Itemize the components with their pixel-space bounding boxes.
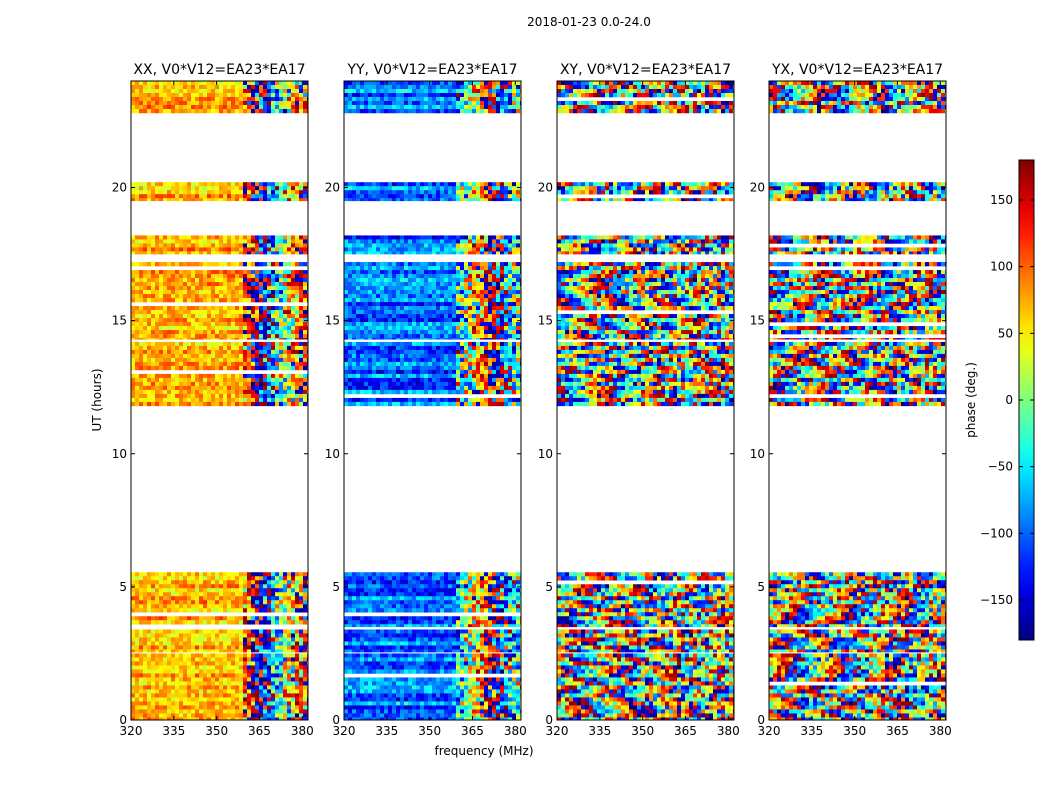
- x-tick-label: 365: [674, 724, 697, 738]
- x-axis-label: frequency (MHz): [434, 744, 533, 758]
- x-tick-label: 320: [758, 724, 781, 738]
- panel-frame: [768, 80, 947, 721]
- heatmap-cells: [344, 81, 521, 720]
- x-tick-label: 335: [375, 724, 398, 738]
- y-tick-label: 20: [325, 181, 340, 195]
- panel-title: XY, V0*V12=EA23*EA17: [560, 62, 731, 78]
- x-tick-label: 350: [631, 724, 654, 738]
- y-tick-label: 15: [112, 314, 127, 328]
- heatmap-cells: [131, 81, 308, 720]
- y-tick-label: 15: [325, 314, 340, 328]
- y-tick-label: 5: [332, 580, 340, 594]
- panel-frame: [556, 80, 735, 721]
- panel-1: XX, V0*V12=EA23*EA17 320 335 350 365 380 0 5 10 1…: [112, 62, 314, 738]
- x-tick-label: 365: [461, 724, 484, 738]
- colorbar-tick-label: 50: [998, 326, 1013, 340]
- y-tick-label: 20: [750, 181, 765, 195]
- panel-3: XY, V0*V12=EA23*EA17 320 335 350 365 380 0 5 10 1…: [538, 62, 740, 738]
- colorbar: −150 −100 −50 0 50 100 150 phase (deg.): [964, 159, 1035, 641]
- colorbar-label: phase (deg.): [964, 362, 978, 438]
- y-tick-label: 5: [757, 580, 765, 594]
- y-tick-label: 10: [325, 447, 340, 461]
- colorbar-tick-label: −150: [980, 593, 1013, 607]
- y-tick-label: 0: [119, 713, 127, 727]
- x-tick-label: 350: [418, 724, 441, 738]
- x-tick-label: 365: [886, 724, 909, 738]
- panel-frame: [343, 80, 522, 721]
- x-tick-label: 335: [162, 724, 185, 738]
- x-tick-label: 380: [291, 724, 314, 738]
- panel-4: YX, V0*V12=EA23*EA17 320 335 350 365 380 0 5 10 1…: [750, 62, 952, 738]
- x-tick-label: 350: [843, 724, 866, 738]
- x-tick-label: 320: [546, 724, 569, 738]
- heatmap-cells: [769, 81, 946, 720]
- x-tick-label: 320: [333, 724, 356, 738]
- y-axis-label: UT (hours): [90, 368, 104, 431]
- colorbar-tick-label: 100: [990, 260, 1013, 274]
- colorbar-tick-label: 0: [1005, 393, 1013, 407]
- panel-title: YY, V0*V12=EA23*EA17: [346, 62, 517, 78]
- figure-suptitle: 2018-01-23 0.0-24.0: [527, 15, 651, 29]
- panel-2: YY, V0*V12=EA23*EA17 320 335 350 365 380 0 5 10 1…: [325, 62, 527, 738]
- y-tick-label: 20: [112, 181, 127, 195]
- x-tick-label: 380: [504, 724, 527, 738]
- y-tick-label: 15: [538, 314, 553, 328]
- x-tick-label: 335: [800, 724, 823, 738]
- y-tick-label: 5: [119, 580, 127, 594]
- y-tick-label: 10: [112, 447, 127, 461]
- colorbar-tick-label: −100: [980, 526, 1013, 540]
- heatmap-cells: [557, 81, 734, 720]
- x-tick-label: 365: [248, 724, 271, 738]
- colorbar-tick-label: −50: [988, 460, 1013, 474]
- panel-title: XX, V0*V12=EA23*EA17: [133, 62, 305, 78]
- y-tick-label: 10: [750, 447, 765, 461]
- x-tick-label: 380: [717, 724, 740, 738]
- y-tick-label: 15: [750, 314, 765, 328]
- y-tick-label: 0: [332, 713, 340, 727]
- x-tick-label: 335: [588, 724, 611, 738]
- panels-group: XX, V0*V12=EA23*EA17 320 335 350 365 380 0 5 10 1…: [112, 62, 952, 738]
- y-tick-label: 0: [757, 713, 765, 727]
- y-tick-label: 20: [538, 181, 553, 195]
- x-tick-label: 350: [205, 724, 228, 738]
- y-tick-label: 0: [545, 713, 553, 727]
- panel-title: YX, V0*V12=EA23*EA17: [771, 62, 943, 78]
- panel-frame: [130, 80, 309, 721]
- y-tick-label: 5: [545, 580, 553, 594]
- x-tick-label: 380: [929, 724, 952, 738]
- y-tick-label: 10: [538, 447, 553, 461]
- x-tick-label: 320: [120, 724, 143, 738]
- colorbar-tick-label: 150: [990, 193, 1013, 207]
